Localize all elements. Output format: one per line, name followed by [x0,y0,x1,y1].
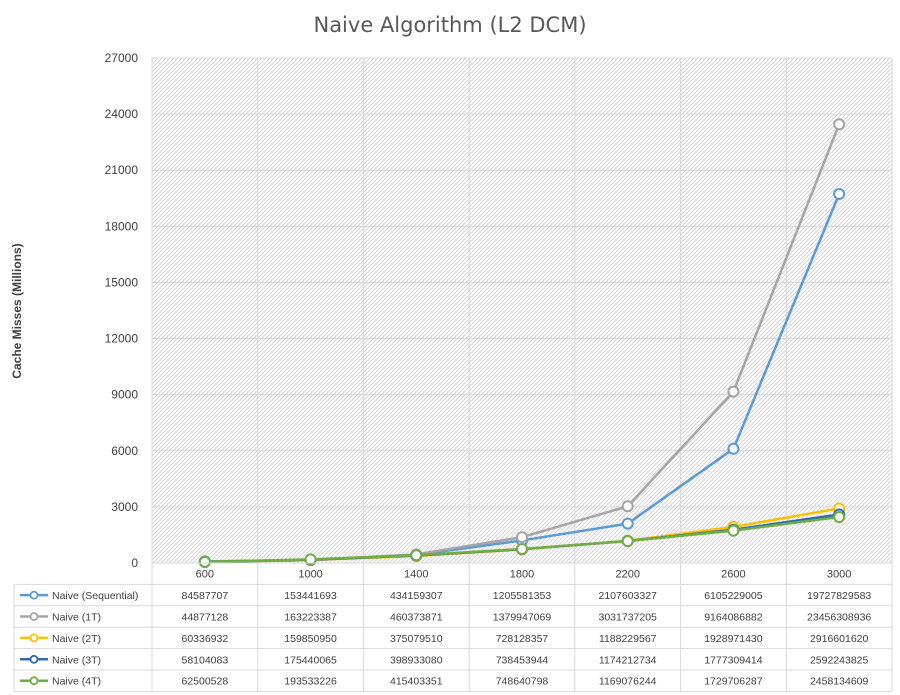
x-tick-label: 1800 [510,569,534,581]
table-cell: 163223387 [284,612,337,624]
y-tick-label: 3000 [111,500,138,514]
legend-label: Naive (4T) [52,676,101,688]
y-axis-label: Cache Misses (Millions) [10,243,24,378]
table-cell: 1777309414 [704,654,763,666]
x-tick-label: 1000 [298,569,322,581]
table-cell: 175440065 [284,654,337,666]
table-cell: 60336932 [181,633,228,645]
legend-label: Naive (3T) [52,654,101,666]
table-cell: 2458134609 [810,676,869,688]
data-point [833,188,846,201]
data-point [727,442,740,455]
data-point [410,549,423,562]
x-tick-label: 2200 [615,569,639,581]
table-cell: 1928971430 [704,633,763,645]
y-tick-label: 18000 [105,219,139,233]
table-cell: 415403351 [390,676,443,688]
data-point [621,535,634,548]
legend-label: Naive (2T) [52,633,101,645]
table-cell: 159850950 [284,633,337,645]
table-cell: 2107603327 [599,590,658,602]
legend-marker [29,633,39,643]
y-tick-label: 15000 [105,275,139,289]
data-point [621,517,634,530]
table-cell: 1729706287 [704,676,763,688]
table-cell: 44877128 [181,612,228,624]
y-tick-label: 27000 [105,51,139,65]
table-cell: 2916601620 [810,633,869,645]
table-cell: 193533226 [284,676,337,688]
plot-area: 0 3000 6000 9000 12000 15000 18000 21000 24000 27… [105,51,893,570]
table-cell: 153441693 [284,590,337,602]
x-tick-label: 1400 [404,569,428,581]
data-point [516,531,528,544]
data-point [198,555,211,568]
y-tick-label: 0 [131,556,138,570]
legend-marker [29,612,39,621]
y-tick-label: 12000 [105,332,139,346]
table-cell: 1205581353 [493,590,552,602]
y-tick-label: 21000 [105,163,139,177]
legend-marker [29,676,39,686]
legend-marker [29,654,39,664]
table-cell: 748640798 [496,676,549,688]
table-cell: 460373871 [390,612,443,624]
table-cell: 19727829583 [807,590,871,602]
table-cell: 728128357 [496,633,549,645]
data-point [621,500,634,513]
y-tick-label: 6000 [111,444,138,458]
legend-label: Naive (1T) [52,612,101,624]
x-tick-label: 2600 [721,569,745,581]
table-cell: 62500528 [181,676,228,688]
data-table: 600 1000 1400 1800 2200 2600 3000 Naive (Sequen… [13,562,893,692]
table-cell: 1379947069 [493,612,552,624]
table-cell: 23456308936 [807,612,871,624]
table-cell: 1174212734 [599,654,657,666]
data-point [516,542,528,555]
data-point [833,511,846,524]
data-point [727,524,740,537]
y-tick-label: 24000 [105,107,139,121]
plot-background [152,58,892,563]
table-cell: 58104083 [181,654,228,666]
table-cell: 3031737205 [599,612,658,624]
chart-title: Naive Algorithm (L2 DCM) [313,13,586,37]
x-tick-label: 600 [196,569,214,581]
legend-marker [29,590,39,600]
x-tick-label: 3000 [827,569,851,581]
table-cell: 738453944 [496,654,549,666]
table-cell: 375079510 [390,633,443,645]
y-tick-label: 9000 [111,388,138,402]
legend-label: Naive (Sequential) [52,590,138,602]
table-cell: 9164086882 [704,612,763,624]
data-point [833,118,846,131]
data-point [727,385,740,398]
table-cell: 84587707 [181,590,228,602]
table-cell: 2592243825 [810,654,869,666]
table-cell: 6105229005 [704,590,763,602]
table-cell: 398933080 [390,654,443,666]
table-cell: 1188229567 [599,633,657,645]
table-cell: 1169076244 [599,676,657,688]
data-point [304,553,317,566]
table-cell: 434159307 [390,590,443,602]
